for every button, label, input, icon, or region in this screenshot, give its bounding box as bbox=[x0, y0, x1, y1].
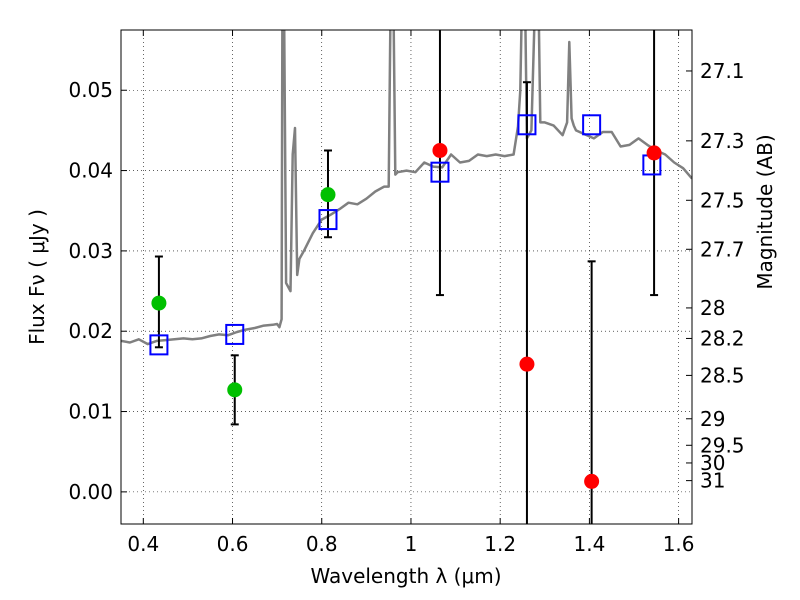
right-tick-label: 29.5 bbox=[700, 433, 745, 457]
plot-frame bbox=[120, 29, 693, 525]
error-bars bbox=[154, 30, 659, 524]
y-tick-label: 0.00 bbox=[68, 480, 113, 504]
grid-lines bbox=[121, 30, 692, 524]
x-axis-label: Wavelength λ (μm) bbox=[310, 564, 501, 588]
right-tick-label: 27.5 bbox=[700, 188, 745, 212]
y-tick-label: 0.04 bbox=[68, 159, 113, 183]
square-markers bbox=[149, 114, 662, 356]
axis-ticks: 0.4 0.6 0.8 1 1.2 1.4 1.6 0.00 0.01 0.02 0.03 0.04 0… bbox=[68, 30, 745, 556]
x-tick-label: 1.6 bbox=[663, 532, 695, 556]
right-tick-label: 28.5 bbox=[700, 363, 745, 387]
y-tick-label: 0.03 bbox=[68, 239, 113, 263]
dot-markers bbox=[151, 142, 662, 489]
square-marker bbox=[149, 334, 169, 356]
y-axis-label-left: Flux Fν ( μJy ) bbox=[25, 209, 49, 345]
square-marker bbox=[517, 114, 537, 136]
red-point bbox=[519, 356, 535, 372]
x-tick-label: 0.8 bbox=[306, 532, 338, 556]
y-axis-label-right: Magnitude (AB) bbox=[753, 134, 777, 289]
y-tick-label: 0.05 bbox=[68, 78, 113, 102]
green-point bbox=[320, 187, 336, 203]
red-point bbox=[646, 145, 662, 161]
x-tick-label: 0.4 bbox=[127, 532, 159, 556]
red-point bbox=[432, 142, 448, 158]
right-tick-label: 28.2 bbox=[700, 326, 745, 350]
right-tick-label: 27.7 bbox=[700, 237, 745, 261]
x-tick-label: 0.6 bbox=[217, 532, 249, 556]
green-point bbox=[227, 382, 243, 398]
right-tick-label: 31 bbox=[700, 469, 725, 493]
right-tick-label: 27.3 bbox=[700, 129, 745, 153]
green-point bbox=[151, 295, 167, 311]
square-marker bbox=[318, 209, 338, 231]
square-marker bbox=[582, 114, 602, 136]
square-marker bbox=[430, 161, 450, 183]
y-tick-label: 0.01 bbox=[68, 400, 113, 424]
model-spectrum-line bbox=[121, 30, 692, 346]
x-tick-label: 1.4 bbox=[573, 532, 605, 556]
y-tick-label: 0.02 bbox=[68, 319, 113, 343]
right-tick-label: 28 bbox=[700, 296, 725, 320]
x-tick-label: 1.2 bbox=[484, 532, 516, 556]
x-tick-label: 1 bbox=[405, 532, 418, 556]
right-tick-label: 30 bbox=[700, 451, 725, 475]
right-tick-label: 27.1 bbox=[700, 59, 745, 83]
right-tick-label: 29 bbox=[700, 407, 725, 431]
square-marker bbox=[225, 323, 245, 345]
red-point bbox=[584, 473, 600, 489]
